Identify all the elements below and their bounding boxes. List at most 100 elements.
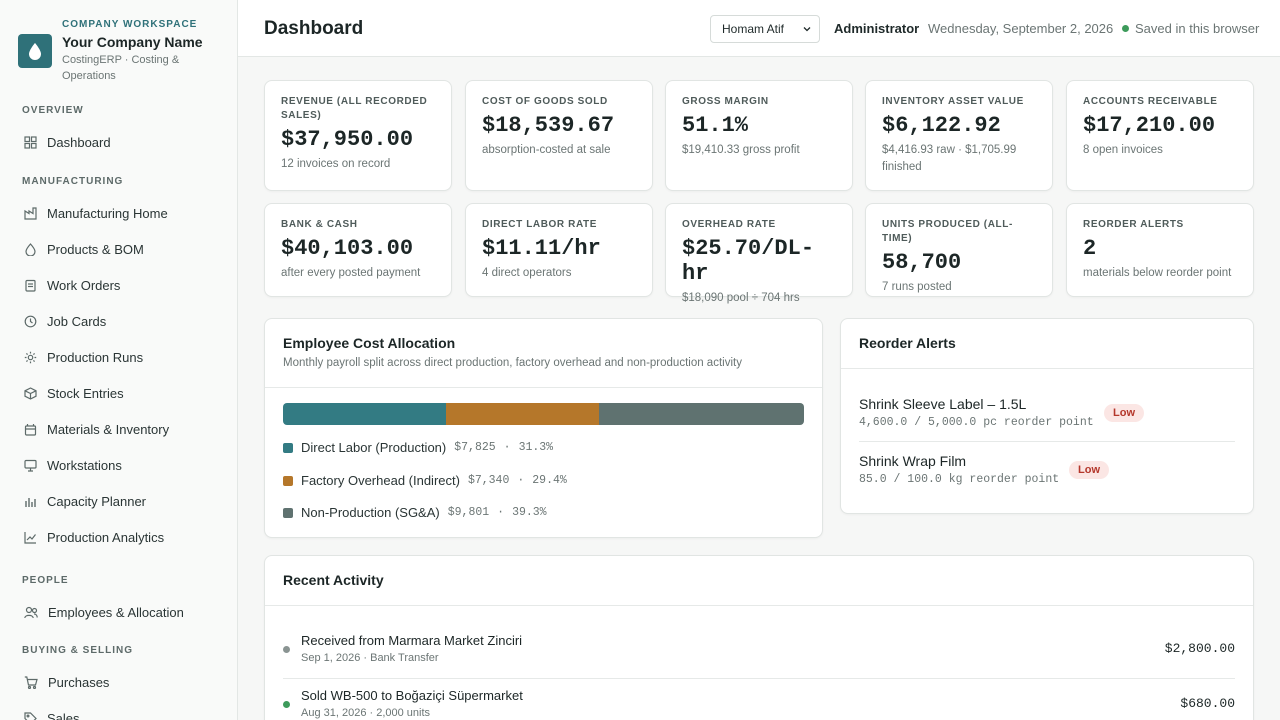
activity-title: Sold WB-500 to Boğaziçi Süpermarket	[301, 688, 523, 703]
kpi-subtext: absorption-costed at sale	[482, 144, 611, 156]
users-icon	[24, 606, 38, 618]
legend-amount: $7,825	[454, 441, 496, 454]
page-title: Dashboard	[264, 18, 364, 39]
kpi-value: $37,950.00	[281, 127, 414, 152]
legend-row-factory-overhead: Factory Overhead (Indirect) $7,340 · 29.…	[283, 473, 567, 488]
save-status-label: Saved in this browser	[1135, 21, 1260, 36]
company-name: Your Company Name	[62, 34, 203, 50]
company-subtitle: CostingERP · Costing & Operations	[62, 54, 180, 82]
sidebar-item-workstations[interactable]: Workstations	[0, 447, 237, 483]
kpi-subtext: 4 direct operators	[482, 267, 572, 279]
sidebar-item-purchases[interactable]: Purchases	[0, 664, 237, 700]
kpi-value: $17,210.00	[1083, 113, 1216, 138]
sidebar-item-capacity-planner[interactable]: Capacity Planner	[0, 483, 237, 519]
sidebar-item-label: Employees & Allocation	[48, 604, 184, 620]
sidebar-item-label: Sales	[47, 710, 80, 720]
sidebar-item-sales[interactable]: Sales	[0, 700, 237, 720]
employee-cost-allocation-panel: Employee Cost Allocation Monthly payroll…	[264, 318, 823, 538]
kpi-subtext: $4,416.93 raw · $1,705.99 finished	[882, 144, 1017, 173]
kpi-card-direct-labor-rate: DIRECT LABOR RATE $11.11/hr 4 direct ope…	[465, 203, 653, 297]
factory-icon	[24, 206, 37, 220]
sidebar-item-label: Materials & Inventory	[47, 421, 170, 437]
kpi-value: $25.70/DL-hr	[682, 236, 815, 286]
legend-separator: ·	[517, 474, 525, 487]
sidebar-item-label: Production Analytics	[47, 529, 165, 545]
activity-meta: Sep 1, 2026 · Bank Transfer	[301, 652, 439, 664]
bar-chart-icon	[25, 497, 36, 507]
sidebar-item-job-cards[interactable]: Job Cards	[0, 303, 237, 339]
top-header: Dashboard Homam Atif Administrator Wedne…	[238, 0, 1280, 57]
low-stock-badge: Low	[1069, 461, 1109, 479]
kpi-subtext: after every posted payment	[281, 267, 421, 279]
activity-dot-icon	[283, 701, 290, 708]
sidebar-item-label: Job Cards	[47, 313, 107, 329]
alert-detail: 85.0 / 100.0 kg reorder point	[859, 473, 1060, 486]
legend-amount: $9,801	[447, 506, 490, 519]
legend-swatch	[283, 475, 293, 486]
sidebar-item-work-orders[interactable]: Work Orders	[0, 267, 237, 303]
chevron-down-icon	[803, 27, 811, 32]
kpi-card-reorder-alerts: REORDER ALERTS 2 materials below reorder…	[1066, 203, 1254, 297]
sidebar-item-production-runs[interactable]: Production Runs	[0, 339, 237, 375]
alert-material-name: Shrink Wrap Film	[859, 453, 967, 469]
kpi-value: 2	[1083, 236, 1097, 261]
sidebar-item-label: Work Orders	[47, 277, 121, 293]
activity-item[interactable]: Received from Marmara Market Zinciri Sep…	[283, 633, 1235, 679]
kpi-card-accounts-receivable: ACCOUNTS RECEIVABLE $17,210.00 8 open in…	[1066, 80, 1254, 191]
kpi-label: REORDER ALERTS	[1083, 219, 1184, 230]
sidebar: COMPANY WORKSPACE Your Company Name Cost…	[0, 0, 238, 720]
clipboard-icon	[25, 279, 36, 292]
sidebar-item-production-analytics[interactable]: Production Analytics	[0, 519, 237, 555]
legend-percent: 39.3%	[512, 506, 547, 519]
sidebar-item-label: Stock Entries	[47, 385, 124, 401]
sidebar-item-stock-entries[interactable]: Stock Entries	[0, 375, 237, 411]
legend-separator: ·	[497, 506, 505, 519]
activity-amount: $680.00	[1180, 696, 1235, 711]
workspace-kicker: COMPANY WORKSPACE	[62, 19, 198, 30]
legend-swatch	[283, 442, 293, 453]
sidebar-item-label: Workstations	[47, 457, 122, 473]
user-role: Administrator	[834, 21, 920, 36]
legend-percent: 29.4%	[532, 474, 567, 487]
nav-section-manufacturing: MANUFACTURING	[22, 176, 124, 187]
sidebar-item-label: Manufacturing Home	[47, 205, 168, 221]
kpi-value: $40,103.00	[281, 236, 414, 261]
sidebar-item-dashboard[interactable]: Dashboard	[0, 124, 237, 160]
kpi-subtext: materials below reorder point	[1083, 267, 1232, 279]
reorder-alerts-panel: Reorder Alerts Shrink Sleeve Label – 1.5…	[840, 318, 1254, 514]
activity-title: Received from Marmara Market Zinciri	[301, 633, 523, 648]
kpi-card-revenue: REVENUE (ALL RECORDED SALES) $37,950.00 …	[264, 80, 452, 191]
nav-section-buying-selling: BUYING & SELLING	[22, 645, 134, 656]
activity-meta: Aug 31, 2026 · 2,000 units	[301, 707, 431, 719]
legend-row-direct-labor: Direct Labor (Production) $7,825 · 31.3%	[283, 440, 553, 455]
company-brand: COMPANY WORKSPACE Your Company Name Cost…	[0, 0, 237, 84]
legend-row-non-production: Non-Production (SG&A) $9,801 · 39.3%	[283, 505, 547, 520]
sidebar-item-employees[interactable]: Employees & Allocation	[0, 594, 237, 630]
archive-icon	[24, 423, 37, 436]
kpi-card-bank-cash: BANK & CASH $40,103.00 after every poste…	[264, 203, 452, 297]
clock-icon	[24, 315, 37, 327]
trend-chart-icon	[24, 531, 36, 544]
sun-gear-icon	[24, 351, 37, 363]
save-status: Saved in this browser	[1122, 21, 1259, 36]
kpi-value: $18,539.67	[482, 113, 615, 138]
allocation-bar-segment	[446, 403, 600, 425]
sidebar-item-products-bom[interactable]: Products & BOM	[0, 231, 237, 267]
cart-icon	[24, 675, 38, 689]
sidebar-item-label: Purchases	[48, 674, 110, 690]
activity-item[interactable]: Sold WB-500 to Boğaziçi Süpermarket Aug …	[283, 688, 1235, 720]
kpi-card-overhead-rate: OVERHEAD RATE $25.70/DL-hr $18,090 pool …	[665, 203, 853, 304]
sidebar-item-manufacturing-home[interactable]: Manufacturing Home	[0, 195, 237, 231]
user-select[interactable]: Homam Atif	[710, 15, 820, 43]
kpi-value: 51.1%	[682, 113, 749, 138]
alert-material-name: Shrink Sleeve Label – 1.5L	[859, 396, 1027, 412]
panel-title: Reorder Alerts	[859, 335, 956, 351]
reorder-alert-item[interactable]: Shrink Sleeve Label – 1.5L 4,600.0 / 5,0…	[859, 396, 1235, 442]
status-dot-icon	[1122, 25, 1129, 32]
company-logo-icon	[18, 34, 52, 68]
low-stock-badge: Low	[1104, 404, 1144, 422]
panel-title: Employee Cost Allocation	[283, 335, 456, 351]
kpi-label: GROSS MARGIN	[682, 96, 769, 107]
sidebar-item-materials-inventory[interactable]: Materials & Inventory	[0, 411, 237, 447]
reorder-alert-item[interactable]: Shrink Wrap Film 85.0 / 100.0 kg reorder…	[859, 453, 1235, 499]
